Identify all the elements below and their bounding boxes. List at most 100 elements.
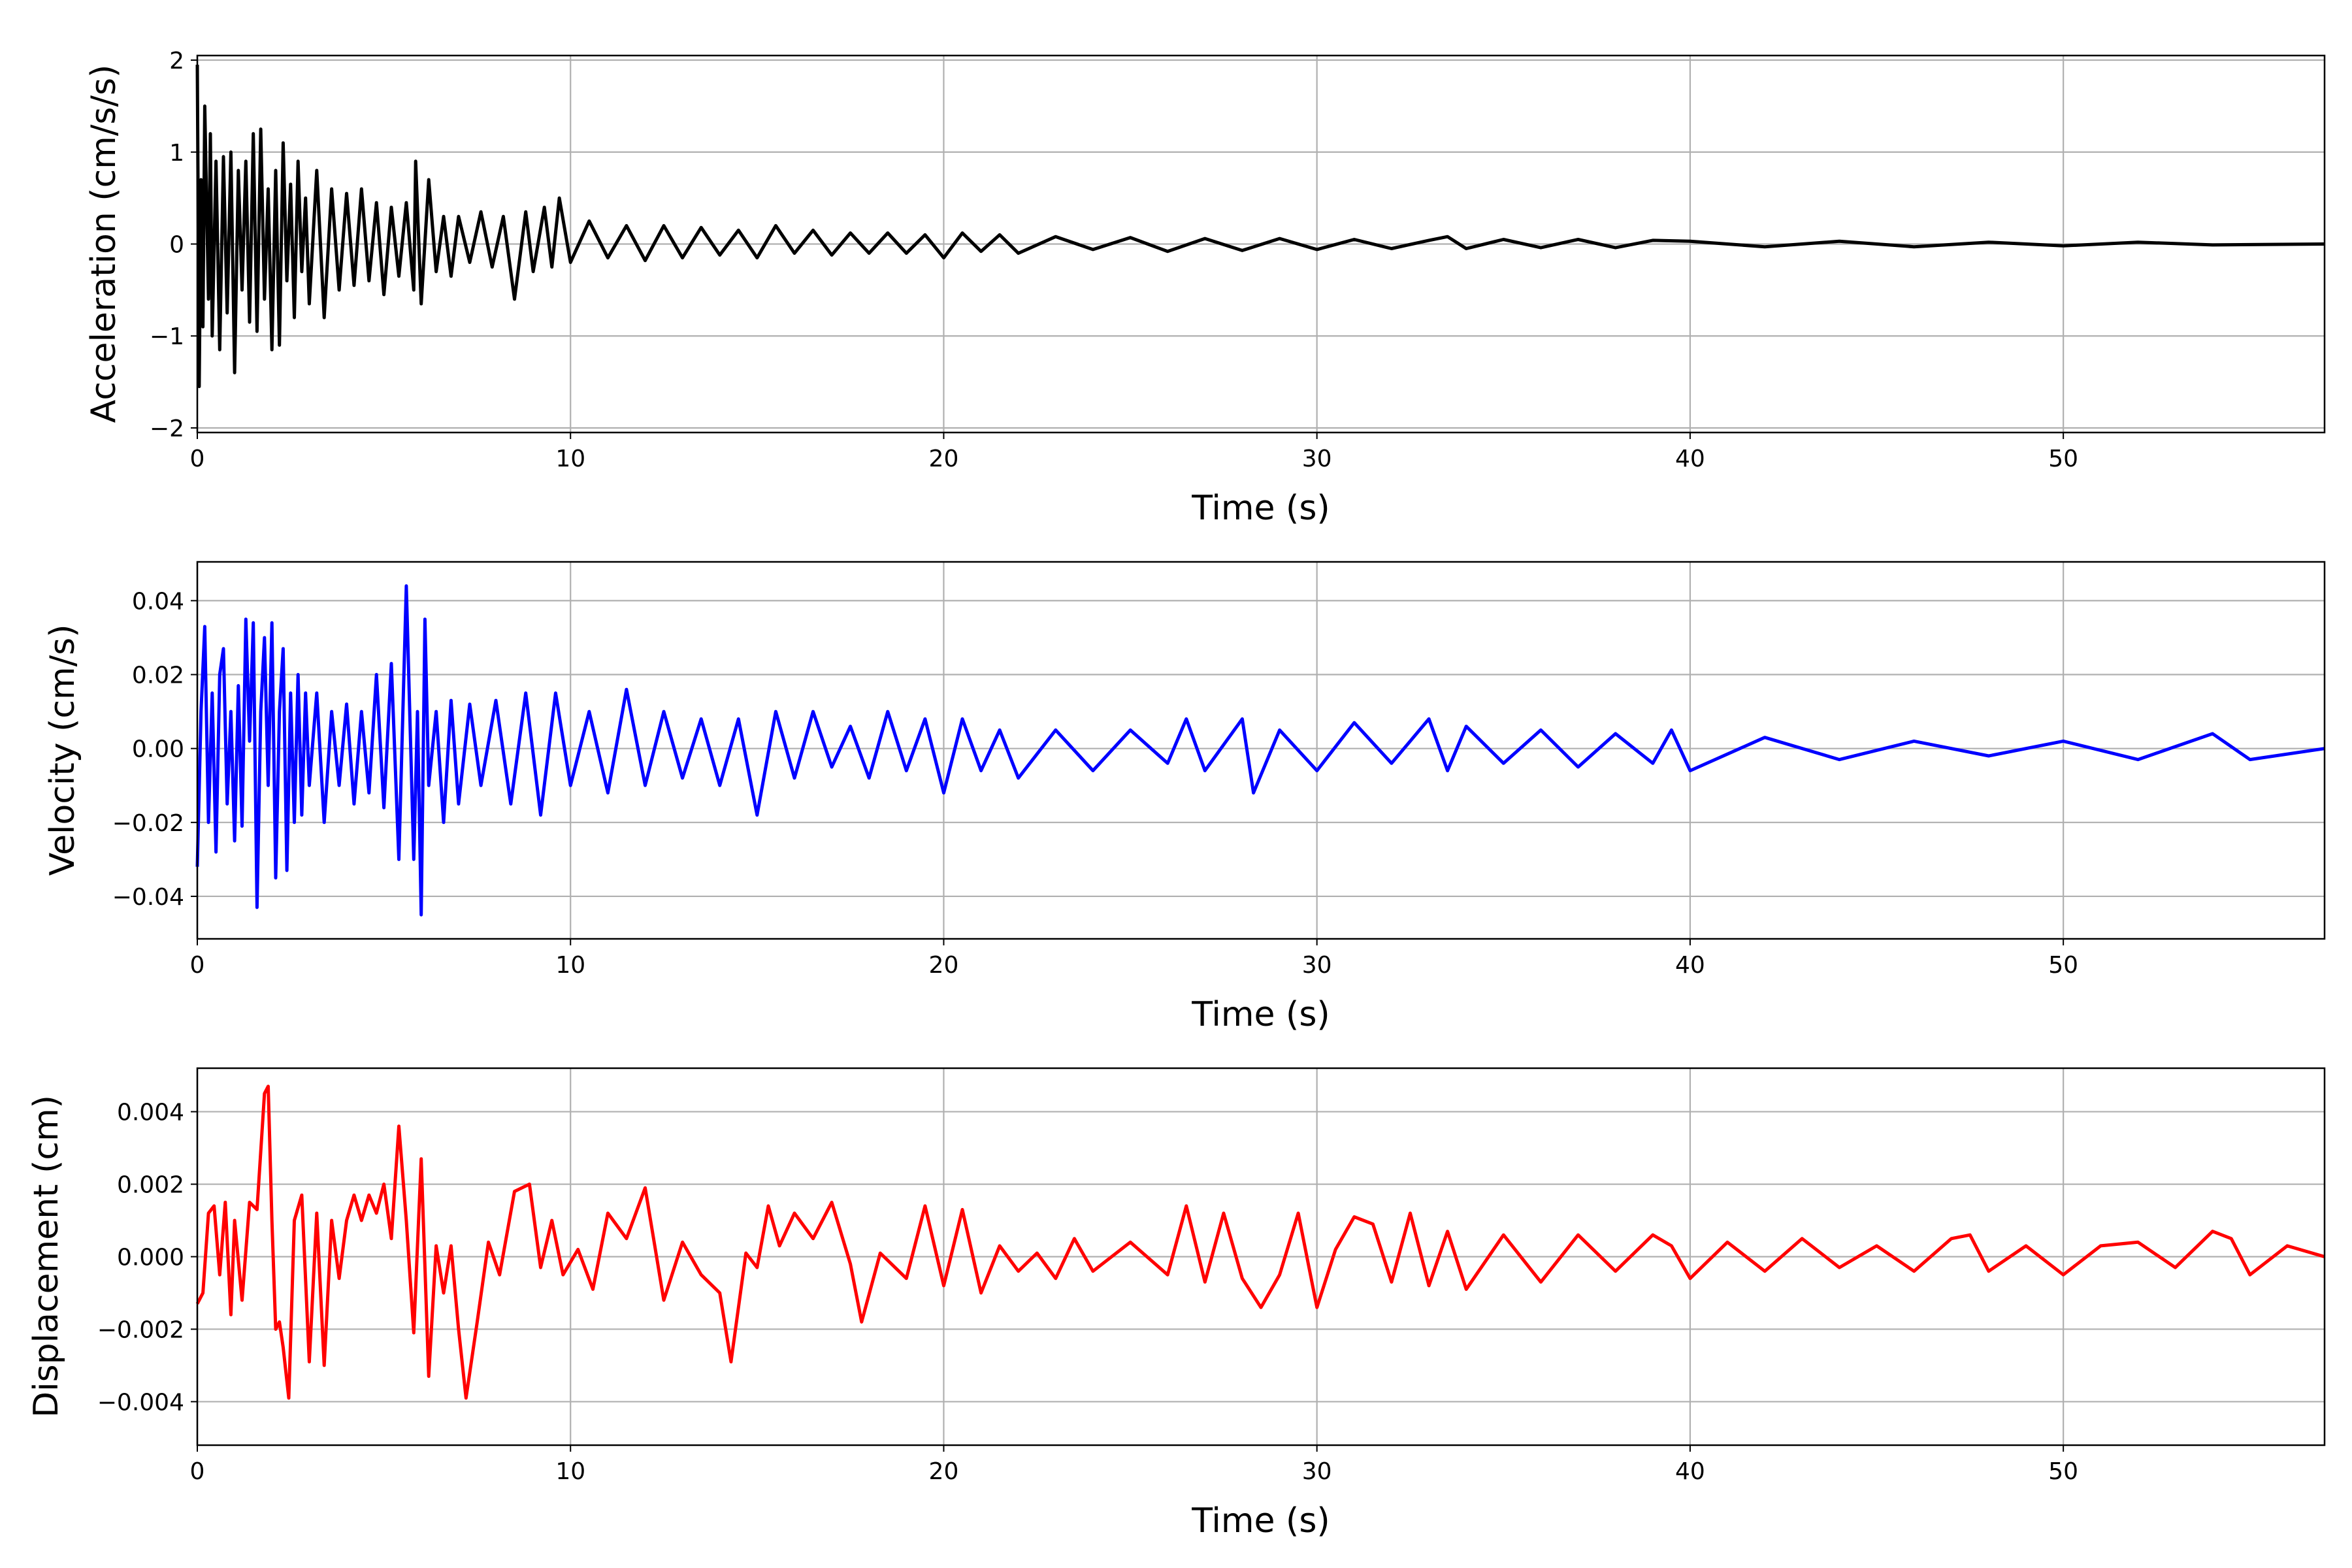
data-point	[316, 693, 318, 694]
data-point	[304, 197, 306, 199]
data-point	[213, 1205, 215, 1207]
data-point	[681, 257, 683, 259]
data-point	[308, 303, 310, 304]
data-point	[719, 254, 721, 256]
data-point	[980, 770, 982, 772]
data-point	[2212, 1230, 2213, 1232]
data-point	[420, 1158, 422, 1160]
data-point	[208, 822, 209, 823]
data-point	[469, 704, 470, 705]
data-point	[323, 317, 325, 318]
data-point	[376, 202, 377, 204]
data-point	[256, 907, 258, 908]
data-point	[831, 1201, 832, 1203]
data-point	[592, 1288, 594, 1290]
data-point	[1298, 1213, 1299, 1214]
data-point	[406, 585, 407, 587]
data-point	[260, 711, 261, 712]
x-tick-label: 50	[2048, 446, 2078, 472]
data-point	[271, 622, 273, 624]
data-point	[469, 261, 470, 263]
data-point	[1167, 762, 1168, 764]
x-tick-label: 40	[1675, 446, 1705, 472]
data-point	[1316, 1307, 1318, 1308]
data-point	[290, 184, 291, 185]
data-point	[2212, 244, 2213, 246]
data-point	[278, 344, 280, 346]
data-point	[278, 1321, 280, 1323]
data-point	[252, 133, 254, 135]
x-tick-label: 30	[1302, 1458, 1332, 1485]
x-tick-label: 40	[1675, 1458, 1705, 1485]
data-point	[1764, 1270, 1765, 1272]
data-point	[700, 227, 702, 229]
grid	[196, 1068, 2325, 1445]
data-point	[1614, 733, 1616, 734]
data-point	[700, 718, 702, 720]
data-point	[346, 704, 348, 705]
y-tick-label: 0.002	[117, 1172, 184, 1199]
data-point	[331, 711, 333, 712]
data-point	[719, 785, 721, 786]
plot-frame	[196, 1067, 2326, 1446]
data-point	[458, 1328, 459, 1330]
y-tick-label: 0.02	[132, 662, 184, 689]
data-point	[1988, 755, 1989, 757]
data-point	[1690, 770, 1691, 772]
x-axis-label: Time (s)	[1191, 995, 1330, 1034]
data-point	[1652, 762, 1654, 764]
data-point	[1130, 237, 1131, 238]
y-tick-label: −0.02	[112, 810, 184, 837]
data-point	[346, 193, 348, 194]
data-point	[476, 1321, 478, 1323]
data-point	[308, 1361, 310, 1363]
y-tick-label: 0.04	[132, 588, 184, 615]
data-point	[1577, 1234, 1579, 1235]
data-point	[2137, 1241, 2139, 1243]
data-point	[241, 825, 243, 827]
data-point	[282, 1347, 284, 1348]
data-point	[249, 1201, 250, 1203]
data-point	[450, 700, 452, 701]
data-point	[757, 1267, 758, 1268]
data-point	[413, 289, 415, 291]
data-point	[644, 260, 646, 261]
data-point	[663, 711, 664, 712]
data-point	[1036, 1252, 1038, 1254]
data-point	[368, 280, 370, 282]
data-point	[1503, 238, 1505, 240]
data-point	[924, 234, 926, 236]
data-point	[555, 693, 557, 694]
data-point	[1073, 1238, 1075, 1239]
data-point	[368, 792, 370, 794]
data-point	[495, 700, 497, 701]
data-point	[1017, 1270, 1019, 1272]
data-point	[999, 729, 1000, 731]
data-point	[626, 689, 627, 690]
data-point	[376, 674, 377, 676]
data-point	[2249, 1274, 2251, 1275]
data-point	[353, 1194, 355, 1196]
data-point	[962, 232, 963, 234]
data-point	[1577, 766, 1579, 768]
data-point	[540, 1267, 542, 1268]
data-point	[1391, 248, 1392, 250]
data-point	[223, 648, 224, 649]
data-point	[887, 232, 889, 234]
data-point	[465, 1397, 467, 1399]
data-point	[361, 188, 363, 189]
data-point	[413, 1332, 415, 1333]
data-point	[491, 266, 493, 268]
data-point	[999, 234, 1000, 236]
data-point	[245, 161, 247, 162]
data-point	[831, 254, 832, 256]
data-point	[1428, 1285, 1429, 1286]
data-point	[202, 1292, 204, 1294]
data-point	[443, 822, 444, 823]
data-point	[2063, 245, 2064, 247]
data-point	[301, 814, 302, 816]
data-point	[323, 822, 325, 823]
data-point	[353, 285, 355, 286]
y-tick-label: 0	[169, 232, 184, 259]
data-point	[1130, 1241, 1131, 1243]
